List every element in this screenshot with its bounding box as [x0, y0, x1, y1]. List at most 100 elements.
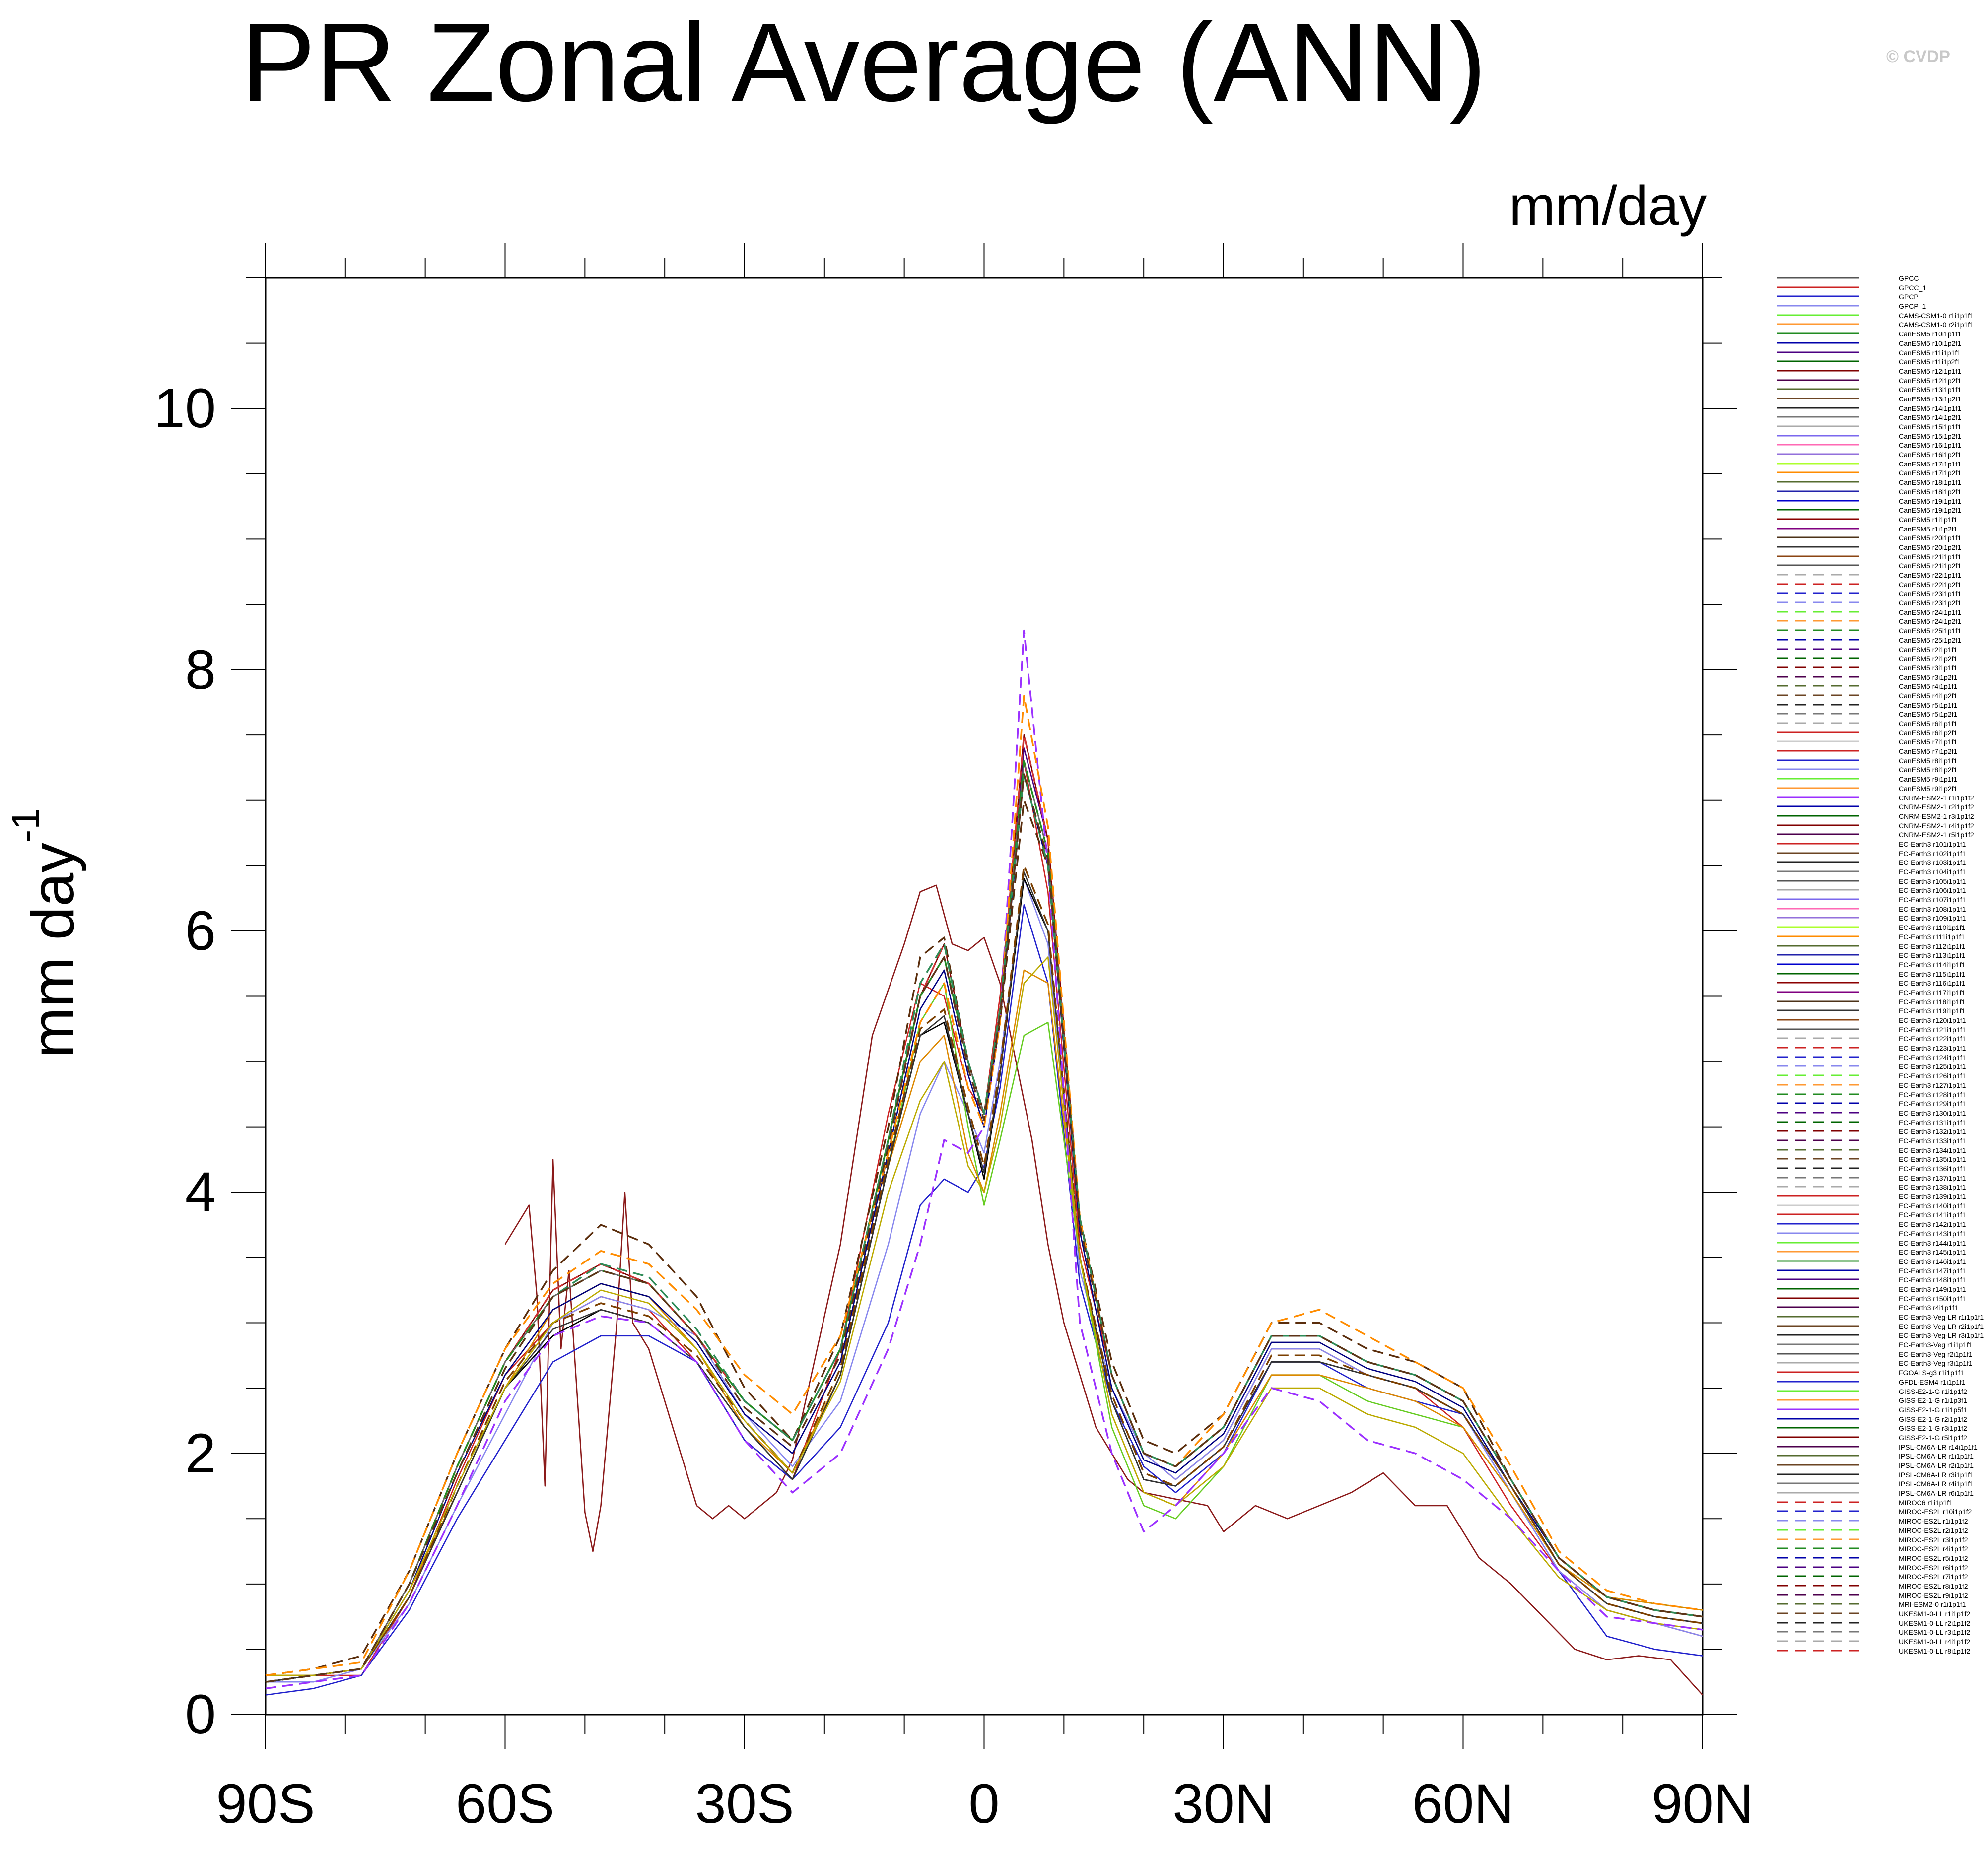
legend-item: CAMS-CSM1-0 r1i1p1f1	[1777, 311, 1986, 321]
legend-swatch	[1777, 629, 1859, 631]
legend-swatch	[1777, 1047, 1859, 1049]
legend-item: EC-Earth3 r115i1p1f1	[1777, 970, 1986, 979]
legend-swatch	[1777, 1418, 1859, 1420]
legend-item: CanESM5 r5i1p2f1	[1777, 710, 1986, 719]
legend-item: MIROC-ES2L r6i1p1f2	[1777, 1563, 1986, 1573]
x-tick-label: 0	[968, 1773, 1000, 1835]
legend-swatch	[1777, 500, 1859, 501]
legend-swatch	[1777, 1297, 1859, 1299]
legend-item: EC-Earth3 r150i1p1f1	[1777, 1294, 1986, 1304]
legend-label: EC-Earth3 r140i1p1f1	[1899, 1201, 1966, 1210]
legend-swatch	[1777, 1603, 1859, 1605]
legend-label: GISS-E2-1-G r3i1p1f2	[1899, 1424, 1967, 1433]
legend-swatch	[1777, 601, 1859, 603]
legend-item: CanESM5 r4i1p2f1	[1777, 691, 1986, 701]
legend-swatch	[1777, 1482, 1859, 1484]
legend-swatch	[1777, 787, 1859, 789]
y-tick-label: 6	[185, 899, 216, 962]
legend-swatch	[1777, 805, 1859, 807]
legend-item: MIROC-ES2L r3i1p1f2	[1777, 1535, 1986, 1545]
legend-swatch	[1777, 722, 1859, 724]
x-tick-label: 30N	[1172, 1773, 1275, 1835]
legend-label: GISS-E2-1-G r2i1p1f2	[1899, 1415, 1967, 1423]
legend-swatch	[1777, 1557, 1859, 1559]
legend-swatch	[1777, 945, 1859, 946]
legend-label: CanESM5 r19i1p1f1	[1899, 497, 1962, 505]
legend-item: CanESM5 r23i1p1f1	[1777, 589, 1986, 598]
series-line-11	[265, 760, 1703, 1683]
legend-swatch	[1777, 620, 1859, 622]
legend-swatch	[1777, 1538, 1859, 1540]
legend-swatch	[1777, 564, 1859, 566]
legend-item: GISS-E2-1-G r1i1p5f1	[1777, 1405, 1986, 1415]
legend-item: CanESM5 r18i1p2f1	[1777, 487, 1986, 497]
legend-item: CanESM5 r20i1p2f1	[1777, 543, 1986, 552]
legend-swatch	[1777, 1278, 1859, 1280]
legend-swatch	[1777, 750, 1859, 752]
legend-swatch	[1777, 1195, 1859, 1197]
legend-label: EC-Earth3 r142i1p1f1	[1899, 1220, 1966, 1229]
legend-swatch	[1777, 1019, 1859, 1021]
legend-label: CanESM5 r11i1p2f1	[1899, 358, 1961, 366]
legend-swatch	[1777, 370, 1859, 372]
legend-item: CanESM5 r4i1p1f1	[1777, 682, 1986, 691]
legend-swatch	[1777, 694, 1859, 696]
legend-item: GPCP	[1777, 292, 1986, 302]
legend-swatch	[1777, 1074, 1859, 1076]
series-line-15	[265, 878, 1703, 1683]
legend-label: UKESM1-0-LL r2i1p1f2	[1899, 1619, 1971, 1627]
legend-swatch	[1777, 592, 1859, 594]
legend-item: EC-Earth3 r134i1p1f1	[1777, 1146, 1986, 1155]
legend-label: CanESM5 r2i1p2f1	[1899, 655, 1958, 663]
legend-label: CanESM5 r23i1p1f1	[1899, 590, 1962, 598]
legend-swatch	[1777, 555, 1859, 557]
legend-label: EC-Earth3 r112i1p1f1	[1899, 942, 1966, 950]
legend-label: CanESM5 r17i1p2f1	[1899, 469, 1962, 477]
legend-swatch	[1777, 463, 1859, 464]
legend-item: CNRM-ESM2-1 r3i1p1f2	[1777, 812, 1986, 821]
legend-label: EC-Earth3 r122i1p1f1	[1899, 1035, 1966, 1043]
legend-item: EC-Earth3 r101i1p1f1	[1777, 840, 1986, 849]
legend-item: CanESM5 r16i1p1f1	[1777, 441, 1986, 450]
legend-item: EC-Earth3 r145i1p1f1	[1777, 1248, 1986, 1257]
legend-label: EC-Earth3 r139i1p1f1	[1899, 1193, 1966, 1201]
legend-item: CanESM5 r22i1p2f1	[1777, 580, 1986, 590]
legend-swatch	[1777, 973, 1859, 975]
legend-item: CanESM5 r10i1p2f1	[1777, 339, 1986, 348]
legend-swatch	[1777, 1492, 1859, 1494]
legend-swatch	[1777, 323, 1859, 325]
legend-item: CanESM5 r20i1p1f1	[1777, 533, 1986, 543]
legend-swatch	[1777, 1381, 1859, 1383]
legend-item: EC-Earth3 r104i1p1f1	[1777, 867, 1986, 877]
legend-item: EC-Earth3 r132i1p1f1	[1777, 1127, 1986, 1136]
legend-item: CanESM5 r1i1p2f1	[1777, 525, 1986, 534]
legend-swatch	[1777, 509, 1859, 511]
series-line-18	[266, 956, 1703, 1676]
legend-item: GPCC	[1777, 274, 1986, 283]
legend-label: IPSL-CM6A-LR r1i1p1f1	[1899, 1452, 1974, 1460]
legend-label: CanESM5 r19i1p2f1	[1899, 506, 1962, 515]
legend-swatch	[1777, 1139, 1859, 1141]
legend-label: CanESM5 r16i1p2f1	[1899, 451, 1962, 459]
legend-item: CNRM-ESM2-1 r1i1p1f2	[1777, 794, 1986, 803]
legend-item: CanESM5 r21i1p2f1	[1777, 561, 1986, 571]
legend-item: GFDL-ESM4 r1i1p1f1	[1777, 1378, 1986, 1387]
legend-swatch	[1777, 648, 1859, 650]
legend-item: CanESM5 r22i1p1f1	[1777, 571, 1986, 580]
legend-swatch	[1777, 870, 1859, 872]
legend-swatch	[1777, 1566, 1859, 1568]
legend-label: MIROC6 r1i1p1f1	[1899, 1498, 1953, 1507]
legend-swatch	[1777, 1464, 1859, 1466]
x-tick-label: 90N	[1651, 1773, 1754, 1835]
legend-label: EC-Earth3 r134i1p1f1	[1899, 1146, 1966, 1154]
legend-item: CanESM5 r7i1p1f1	[1777, 737, 1986, 747]
legend-label: MIROC-ES2L r7i1p1f2	[1899, 1573, 1968, 1581]
legend-swatch	[1777, 917, 1859, 919]
legend-item: EC-Earth3 r118i1p1f1	[1777, 997, 1986, 1007]
legend-swatch	[1777, 407, 1859, 409]
legend-label: CanESM5 r5i1p1f1	[1899, 701, 1958, 709]
y-tick-label: 8	[185, 638, 216, 701]
legend-label: CanESM5 r8i1p2f1	[1899, 766, 1958, 774]
legend-swatch	[1777, 1269, 1859, 1271]
legend-item: EC-Earth3 r124i1p1f1	[1777, 1053, 1986, 1062]
